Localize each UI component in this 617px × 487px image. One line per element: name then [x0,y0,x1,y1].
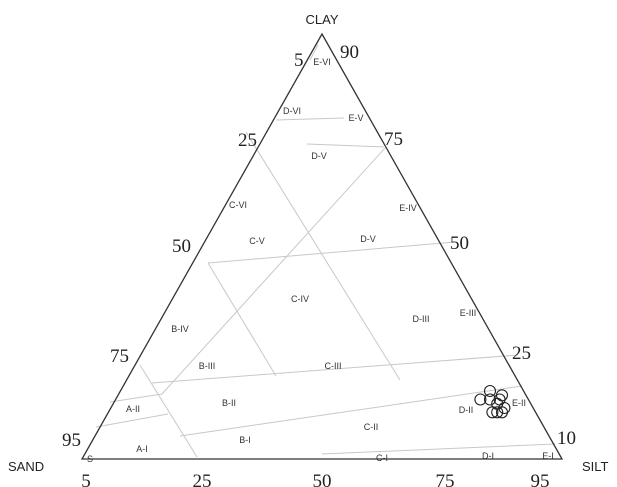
boundary-line [109,393,163,403]
zone-label: E-V [348,113,363,123]
zone-label: E-VI [313,57,331,67]
sample-point [498,401,511,415]
boundary-line [139,364,198,458]
sample-point [474,393,487,406]
boundary-line [179,385,523,437]
sample-point [483,384,497,398]
class-boundaries [95,44,556,458]
right-edge-tick: 50 [450,233,469,254]
boundary-line [245,131,401,381]
right-edge-tick: 25 [512,343,531,364]
left-edge-tick: 5 [294,50,304,71]
sample-point [486,406,499,419]
bottom-edge-tick: 50 [313,471,332,487]
boundary-line [306,143,385,148]
boundary-line [161,147,386,395]
boundary-line [207,262,277,377]
zone-label: S [87,454,93,464]
boundary-line [95,413,169,428]
zone-labels: E-VI D-VI E-V D-V E-IV C-VI C-V D-V C-IV… [87,57,554,464]
zone-label: B-I [239,435,251,445]
right-edge-tick: 90 [340,42,359,63]
sample-points [474,384,511,419]
left-edge-tick: 75 [110,346,129,367]
zone-label: D-V [311,151,327,161]
zone-label: A-I [136,444,148,454]
zone-label: C-I [376,453,388,463]
zone-label: E-I [542,451,554,461]
bottom-edge-tick: 25 [193,471,212,487]
zone-label: A-II [126,404,140,414]
vertex-label-right: SILT [582,459,609,474]
zone-label: B-III [199,361,216,371]
boundary-line [309,44,319,61]
zone-label: C-III [325,361,342,371]
bottom-edge-tick: 95 [531,471,550,487]
left-edge-tick: 25 [238,130,257,151]
right-edge-tick: 10 [557,428,576,449]
zone-label: C-V [249,236,265,246]
triangle-outline [80,32,564,460]
sample-point [483,393,497,406]
zone-label: B-II [222,398,236,408]
boundary-line [207,241,456,264]
boundary-line [321,443,556,455]
zone-label: C-IV [291,294,309,304]
zone-label: D-III [413,314,430,324]
zone-label: C-VI [229,200,247,210]
zone-label: E-IV [399,203,417,213]
sample-point [495,389,509,402]
zone-label: D-V [360,234,376,244]
left-edge-tick: 50 [172,236,191,257]
bottom-edge-tick: 75 [436,471,455,487]
right-edge-tick: 75 [384,129,403,150]
zone-label: E-III [460,308,477,318]
boundary-line [275,117,345,121]
left-edge-tick: 95 [62,430,81,451]
zone-label: D-VI [283,106,301,116]
zone-label: D-II [459,405,474,415]
boundary-line [151,354,519,384]
vertex-label-top: CLAY [306,12,339,27]
zone-label: C-II [364,422,379,432]
sample-point [491,406,504,419]
bottom-edge-tick: 5 [81,471,91,487]
zone-label: E-II [512,398,526,408]
vertex-label-left: SAND [8,459,44,474]
zone-label: D-I [482,451,494,461]
zone-label: B-IV [171,324,189,334]
